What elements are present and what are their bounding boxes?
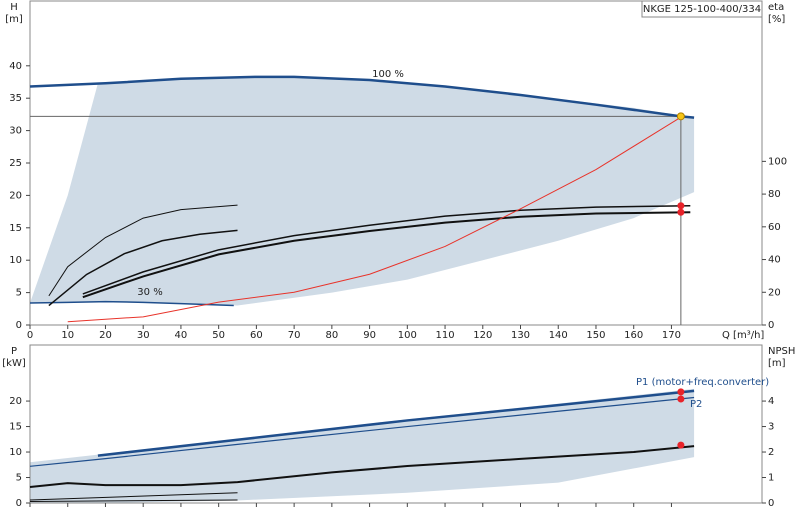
x-tick-label: 90 [363, 330, 376, 341]
y-tick-label: 0 [16, 320, 22, 331]
y2-tick-label: 40 [768, 255, 781, 266]
y-tick-label: 35 [9, 93, 22, 104]
chart-title: NKGE 125-100-400/334 [643, 4, 761, 15]
y-tick-label: 5 [16, 288, 22, 299]
curve-label: 100 % [372, 69, 404, 80]
curve [29, 75, 695, 119]
duty-point [677, 202, 685, 210]
x-tick-label: 120 [473, 330, 492, 341]
x-tick-label: 140 [549, 330, 568, 341]
y2-tick-label: 100 [768, 156, 787, 167]
y2-tick-label: 2 [768, 447, 774, 458]
x-tick-label: 30 [137, 330, 150, 341]
curve [29, 492, 238, 501]
x-tick-label: 10 [61, 330, 74, 341]
duty-point [677, 388, 685, 396]
y2-tick-label: 60 [768, 222, 781, 233]
duty-point [676, 112, 685, 121]
y2-tick-label: 0 [768, 320, 774, 331]
x-tick-label: 0 [27, 330, 33, 341]
x-tick-label: 100 [398, 330, 417, 341]
duty-point [677, 208, 685, 216]
y-axis-unit: [m] [5, 14, 23, 25]
y-tick-label: 0 [16, 498, 22, 509]
operating-range [30, 77, 695, 306]
y2-tick-label: 20 [768, 287, 781, 298]
y2-axis-label: eta [768, 2, 784, 13]
x-tick-label: 150 [586, 330, 605, 341]
duty-point [677, 441, 685, 449]
y-tick-label: 30 [9, 126, 22, 137]
x-tick-label: 60 [250, 330, 263, 341]
x-tick-label: 130 [511, 330, 530, 341]
y-axis-label: P [11, 346, 17, 357]
x-tick-label: 70 [288, 330, 301, 341]
y-tick-label: 10 [9, 255, 22, 266]
y-tick-label: 5 [16, 473, 22, 484]
y2-axis-label: NPSH [768, 346, 795, 357]
y-tick-label: 40 [9, 61, 22, 72]
x-tick-label: 50 [212, 330, 225, 341]
x-tick-label: 40 [175, 330, 188, 341]
curve-label: P2 [690, 399, 702, 410]
x-tick-label: 170 [662, 330, 681, 341]
curve [29, 445, 695, 488]
y2-tick-label: 4 [768, 396, 774, 407]
operating-range [30, 388, 695, 503]
y2-tick-label: 80 [768, 189, 781, 200]
y2-axis-unit: [m] [768, 358, 786, 369]
x-axis-label: Q [m³/h] [722, 330, 764, 341]
y2-tick-label: 1 [768, 473, 774, 484]
title-box [641, 0, 763, 18]
y-tick-label: 15 [9, 422, 22, 433]
curve [48, 204, 238, 297]
x-tick-label: 160 [624, 330, 643, 341]
y-axis-unit: [kW] [2, 358, 26, 369]
y-tick-label: 25 [9, 158, 22, 169]
curve [67, 116, 682, 323]
curve [82, 205, 691, 295]
y2-axis-unit: [%] [768, 14, 785, 25]
y2-tick-label: 0 [768, 498, 774, 509]
y-tick-label: 10 [9, 447, 22, 458]
curve [97, 389, 695, 457]
duty-point [677, 395, 685, 403]
y2-tick-label: 3 [768, 422, 774, 433]
y-tick-label: 15 [9, 223, 22, 234]
y-tick-label: 20 [9, 190, 22, 201]
y-axis-label: H [10, 2, 18, 13]
curve [29, 499, 238, 502]
x-tick-label: 80 [325, 330, 338, 341]
x-tick-label: 110 [436, 330, 455, 341]
curve [29, 396, 695, 467]
curve [29, 300, 234, 307]
plot-frame [29, 344, 763, 504]
y-tick-label: 20 [9, 396, 22, 407]
curve-label: 30 % [137, 287, 162, 298]
x-tick-label: 20 [99, 330, 112, 341]
curve [48, 229, 238, 307]
curve-label: P1 (motor+freq.converter) [636, 377, 769, 388]
curve [82, 211, 691, 299]
